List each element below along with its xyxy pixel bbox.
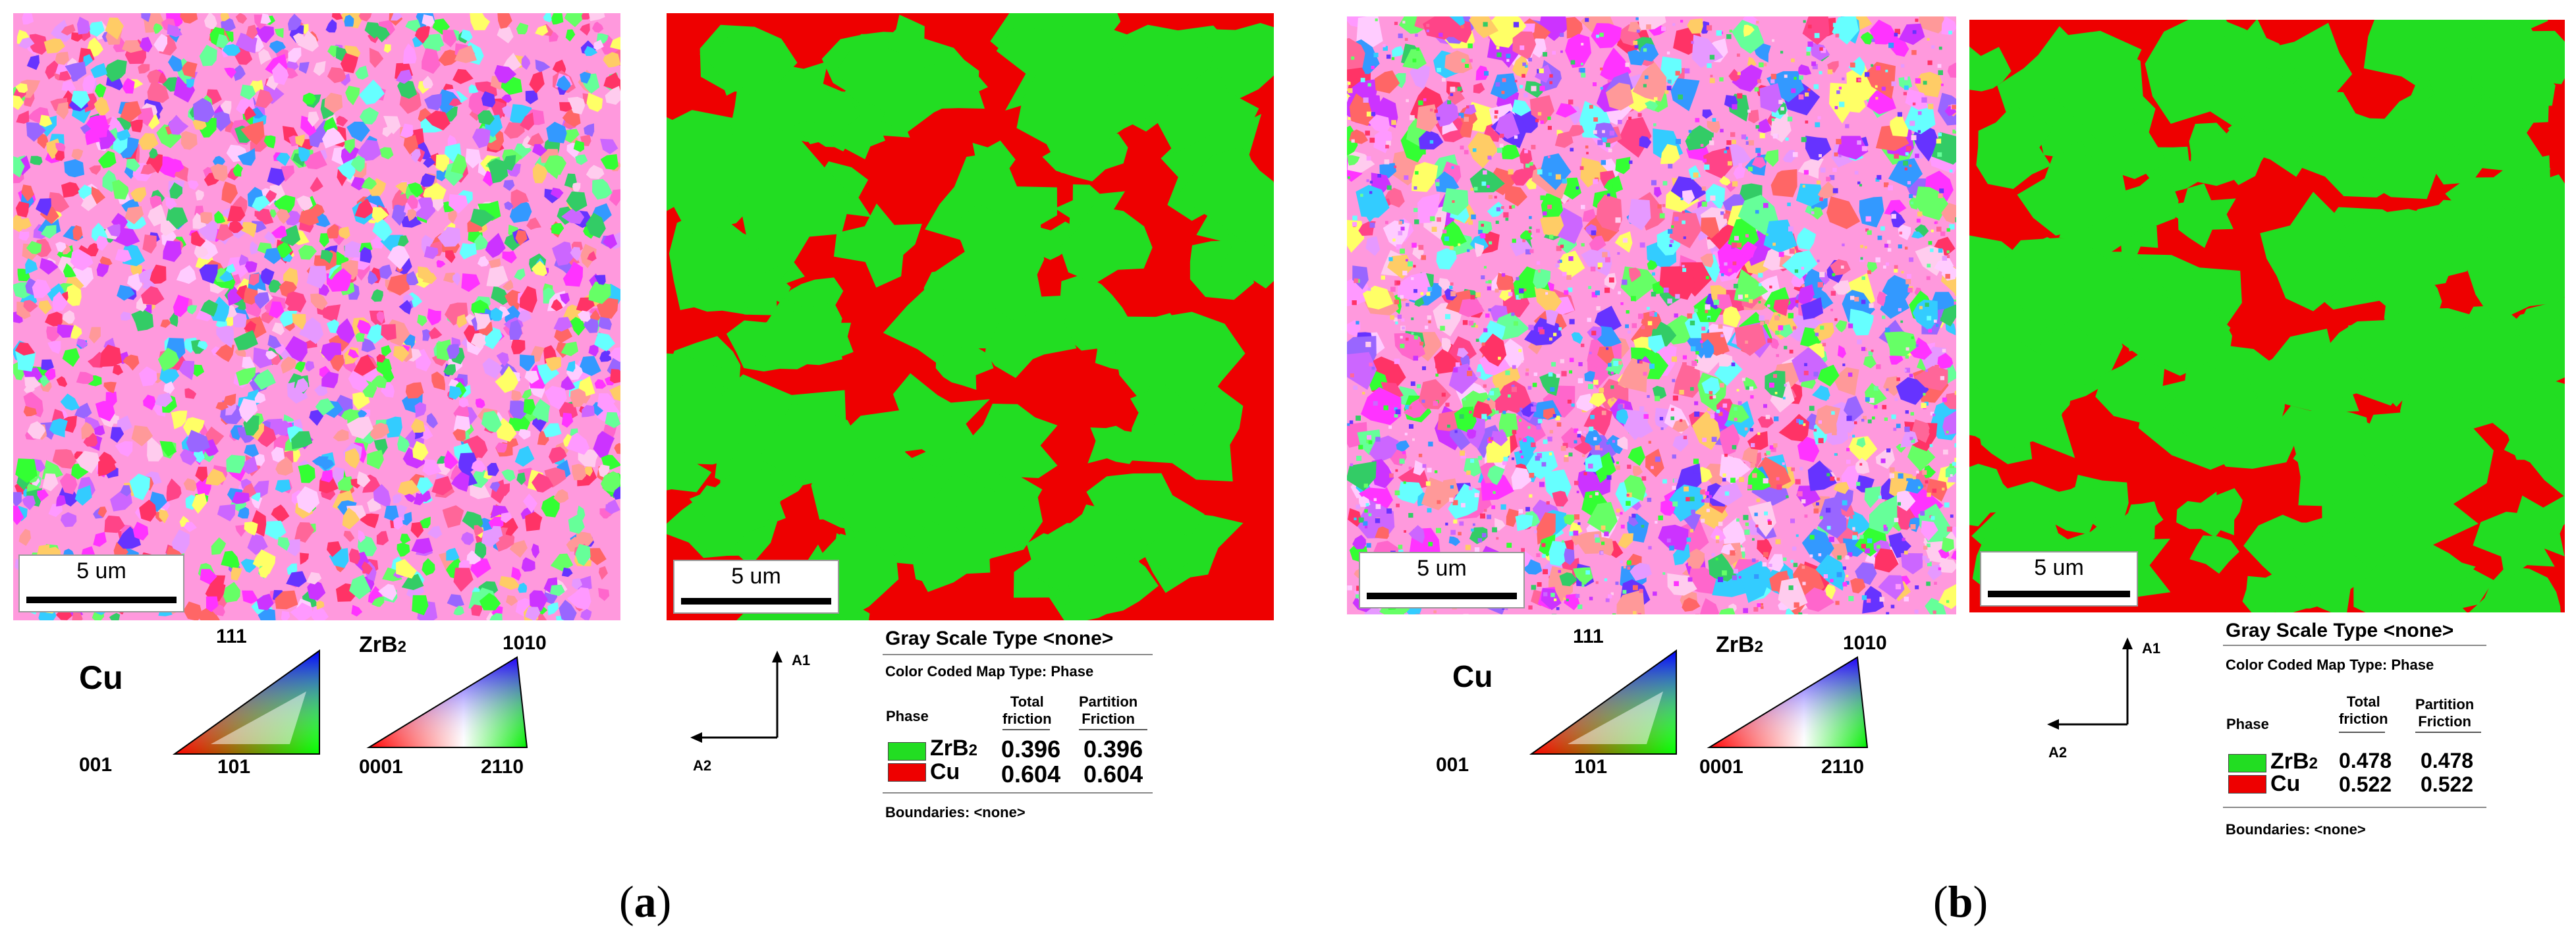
ipf-zrb2-name: ZrB2 (1716, 632, 1763, 657)
sample-axes-a: A1 A2 (685, 645, 836, 777)
ipf-legend-cu-b: Cu 111 001 101 (1436, 626, 1686, 784)
axis-a1-label: A1 (2142, 640, 2161, 657)
ipf-triangle-zrb2 (366, 656, 528, 748)
ipf-cu-right: 101 (217, 756, 251, 778)
divider (883, 792, 1153, 794)
total-cu: 0.604 (1001, 761, 1061, 788)
scalebar-phase-a: 5 um (673, 560, 839, 614)
partition-zrb2: 0.478 (2421, 749, 2474, 772)
ipf-zrb2-top: 1010 (1843, 632, 1887, 654)
divider (2223, 807, 2486, 808)
swatch-zrb2 (888, 742, 926, 761)
phase-map-a (667, 13, 1274, 620)
partition-underline (2415, 732, 2481, 733)
phase-header: Phase (2226, 716, 2269, 732)
scalebar-label: 5 um (731, 564, 781, 589)
phase-label-zrb2: ZrB2 (2270, 749, 2318, 774)
gray-scale-type: Gray Scale Type <none> (2226, 620, 2454, 641)
axis-a1-label: A1 (792, 652, 811, 668)
caption-b: (b) (1933, 876, 1988, 927)
axis-a2-label: A2 (693, 757, 712, 774)
swatch-cu (2228, 775, 2266, 794)
swatch-zrb2 (2228, 754, 2266, 772)
scalebar-line (681, 598, 831, 605)
scalebar-line (1988, 591, 2130, 597)
ipf-zrb2-right: 2110 (1821, 756, 1865, 778)
ipf-legend-zrb2-a: ZrB2 1010 0001 2110 (359, 632, 609, 784)
total-friction-header: Total friction (2339, 693, 2388, 727)
ipf-map-b (1347, 16, 1956, 614)
phase-label-zrb2: ZrB2 (930, 736, 977, 761)
scalebar-label: 5 um (2034, 555, 2084, 580)
partition-friction-header: Partition Friction (2415, 696, 2475, 730)
ipf-cu-top: 111 (216, 626, 247, 647)
ipf-triangle-cu (172, 649, 320, 755)
scalebar-ipf-b: 5 um (1359, 552, 1525, 608)
color-coded-type: Color Coded Map Type: Phase (2226, 657, 2434, 673)
partition-friction-header: Partition Friction (1079, 693, 1138, 727)
phase-header: Phase (886, 708, 929, 724)
ipf-cu-name: Cu (79, 659, 123, 696)
ipf-cu-left: 001 (1436, 754, 1469, 776)
swatch-cu (888, 763, 926, 782)
ipf-cu-name: Cu (1452, 659, 1493, 693)
total-underline (2339, 732, 2385, 733)
phase-label-cu: Cu (930, 759, 960, 784)
ipf-map-a (13, 13, 620, 620)
scalebar-ipf-a: 5 um (18, 554, 184, 612)
gray-scale-type: Gray Scale Type <none> (885, 628, 1114, 649)
ipf-zrb2-left: 0001 (1699, 756, 1743, 778)
divider (2223, 645, 2486, 646)
phase-label-cu: Cu (2270, 771, 2301, 796)
scalebar-phase-b: 5 um (1980, 551, 2138, 606)
divider (883, 654, 1153, 655)
ipf-zrb2-left: 0001 (359, 756, 403, 778)
color-coded-type: Color Coded Map Type: Phase (885, 663, 1094, 680)
ipf-cu-left: 001 (79, 754, 113, 776)
sample-axes-b: A1 A2 (2042, 626, 2193, 761)
axes-arrows (690, 651, 782, 743)
scalebar-line (26, 597, 177, 603)
ipf-cu-top: 111 (1573, 626, 1604, 647)
scalebar-label: 5 um (76, 558, 126, 583)
phase-legend-a: Gray Scale Type <none> Color Coded Map T… (883, 622, 1172, 833)
caption-a: (a) (619, 876, 672, 927)
ipf-legend-zrb2-b: ZrB2 1010 0001 2110 (1699, 632, 1950, 784)
boundaries-text: Boundaries: <none> (885, 804, 1026, 821)
ipf-legend-cu-a: Cu 111 001 101 (79, 626, 329, 784)
ipf-zrb2-right: 2110 (481, 756, 524, 778)
partition-cu: 0.522 (2421, 772, 2474, 796)
phase-legend-b: Gray Scale Type <none> Color Coded Map T… (2223, 616, 2500, 853)
ipf-triangle-cu (1529, 649, 1677, 755)
phase-map-b (1969, 20, 2565, 612)
total-zrb2: 0.396 (1001, 736, 1061, 763)
total-friction-header: Total friction (1002, 693, 1052, 727)
axes-arrows (2047, 637, 2133, 730)
partition-zrb2: 0.396 (1083, 736, 1143, 763)
total-underline (1002, 729, 1050, 730)
partition-cu: 0.604 (1083, 761, 1143, 788)
scalebar-label: 5 um (1417, 556, 1467, 581)
ipf-cu-right: 101 (1574, 756, 1608, 778)
boundaries-text: Boundaries: <none> (2226, 821, 2366, 838)
ipf-triangle-zrb2 (1707, 656, 1869, 748)
total-zrb2: 0.478 (2339, 749, 2392, 772)
partition-underline (1079, 729, 1147, 730)
total-cu: 0.522 (2339, 772, 2392, 796)
scalebar-line (1367, 593, 1517, 599)
axis-a2-label: A2 (2048, 744, 2068, 761)
ipf-zrb2-name: ZrB2 (359, 632, 406, 657)
ipf-zrb2-top: 1010 (503, 632, 547, 654)
